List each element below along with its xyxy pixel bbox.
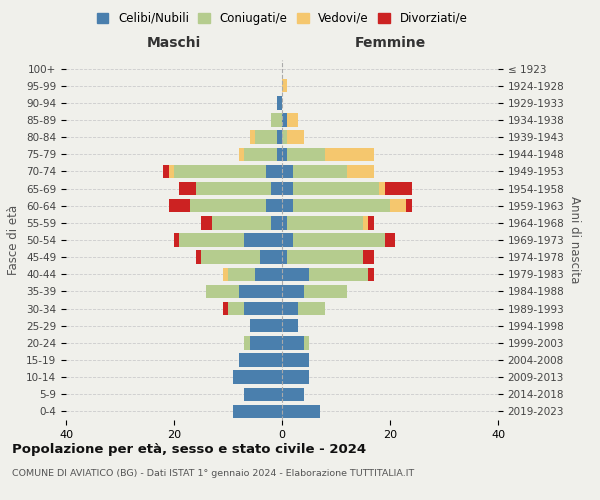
Bar — [250, 336, 282, 349]
Bar — [223, 268, 228, 281]
Bar — [282, 250, 287, 264]
Bar — [385, 182, 412, 196]
Bar — [277, 130, 282, 144]
Bar — [282, 404, 320, 418]
Y-axis label: Fasce di età: Fasce di età — [7, 205, 20, 275]
Bar — [282, 114, 287, 126]
Bar — [250, 319, 282, 332]
Bar — [282, 336, 304, 349]
Bar — [266, 164, 282, 178]
Bar — [239, 354, 282, 366]
Bar — [255, 268, 282, 281]
Bar — [277, 148, 282, 161]
Bar — [174, 164, 266, 178]
Bar — [206, 284, 239, 298]
Bar — [325, 148, 374, 161]
Bar — [293, 199, 390, 212]
Bar — [282, 79, 287, 92]
Bar — [223, 302, 228, 316]
Bar — [277, 96, 282, 110]
Bar — [287, 148, 325, 161]
Bar — [282, 319, 298, 332]
Bar — [282, 268, 309, 281]
Bar — [293, 182, 379, 196]
Bar — [244, 234, 282, 246]
Bar — [368, 216, 374, 230]
Bar — [282, 284, 304, 298]
Bar — [385, 234, 395, 246]
Bar — [282, 130, 287, 144]
Bar — [309, 268, 368, 281]
Bar — [287, 250, 363, 264]
Bar — [282, 164, 293, 178]
Bar — [196, 250, 201, 264]
Bar — [179, 234, 244, 246]
Bar — [282, 216, 287, 230]
Bar — [271, 182, 282, 196]
Bar — [379, 182, 385, 196]
Bar — [282, 370, 309, 384]
Bar — [190, 199, 266, 212]
Bar — [282, 302, 298, 316]
Bar — [271, 216, 282, 230]
Bar — [212, 216, 271, 230]
Y-axis label: Anni di nascita: Anni di nascita — [568, 196, 581, 284]
Text: Maschi: Maschi — [147, 36, 201, 50]
Bar — [266, 199, 282, 212]
Bar — [260, 250, 282, 264]
Bar — [250, 130, 255, 144]
Bar — [368, 268, 374, 281]
Bar — [287, 130, 304, 144]
Bar — [347, 164, 374, 178]
Bar — [201, 216, 212, 230]
Bar — [196, 182, 271, 196]
Bar — [239, 284, 282, 298]
Bar — [287, 216, 363, 230]
Bar — [287, 114, 298, 126]
Text: Femmine: Femmine — [355, 36, 425, 50]
Bar — [282, 199, 293, 212]
Text: Popolazione per età, sesso e stato civile - 2024: Popolazione per età, sesso e stato civil… — [12, 442, 366, 456]
Bar — [282, 354, 309, 366]
Bar — [282, 388, 304, 401]
Bar — [271, 114, 282, 126]
Bar — [169, 199, 190, 212]
Bar — [293, 164, 347, 178]
Bar — [201, 250, 260, 264]
Text: COMUNE DI AVIATICO (BG) - Dati ISTAT 1° gennaio 2024 - Elaborazione TUTTITALIA.I: COMUNE DI AVIATICO (BG) - Dati ISTAT 1° … — [12, 469, 414, 478]
Bar — [244, 302, 282, 316]
Bar — [179, 182, 196, 196]
Bar — [282, 182, 293, 196]
Bar — [244, 336, 250, 349]
Bar — [304, 284, 347, 298]
Bar — [406, 199, 412, 212]
Bar — [304, 336, 309, 349]
Bar — [363, 216, 368, 230]
Bar — [239, 148, 244, 161]
Legend: Celibi/Nubili, Coniugati/e, Vedovi/e, Divorziati/e: Celibi/Nubili, Coniugati/e, Vedovi/e, Di… — [93, 8, 471, 28]
Bar — [174, 234, 179, 246]
Bar — [233, 370, 282, 384]
Bar — [390, 199, 406, 212]
Bar — [244, 388, 282, 401]
Bar — [163, 164, 169, 178]
Bar — [298, 302, 325, 316]
Bar — [228, 302, 244, 316]
Bar — [282, 148, 287, 161]
Bar — [169, 164, 174, 178]
Bar — [228, 268, 255, 281]
Bar — [244, 148, 277, 161]
Bar — [255, 130, 277, 144]
Bar — [293, 234, 385, 246]
Bar — [363, 250, 374, 264]
Bar — [282, 234, 293, 246]
Bar — [233, 404, 282, 418]
